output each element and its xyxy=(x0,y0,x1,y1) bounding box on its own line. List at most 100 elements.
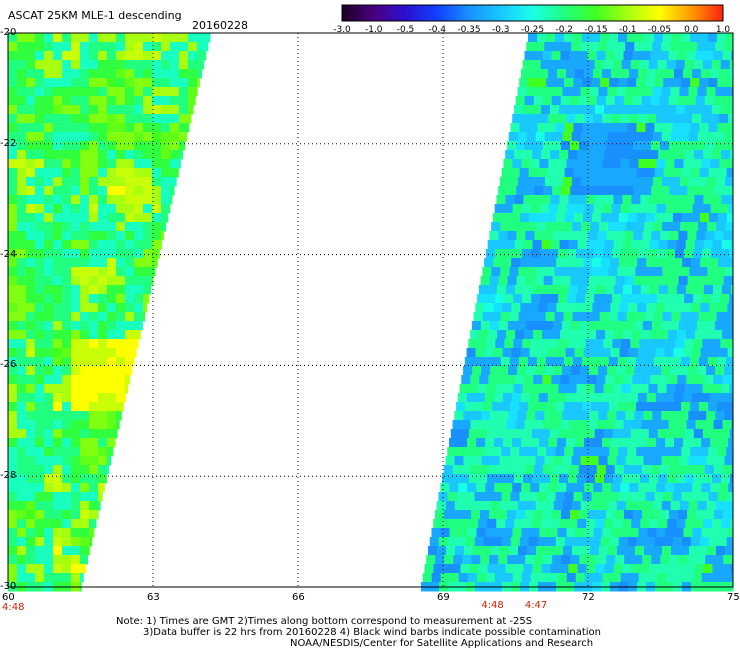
data-cell xyxy=(604,150,614,160)
colorbar-label: -0.2 xyxy=(555,25,574,35)
data-cell xyxy=(652,366,662,376)
data-cell xyxy=(44,357,54,367)
data-cell xyxy=(514,150,524,160)
data-cell xyxy=(507,231,517,241)
data-cell xyxy=(125,339,135,349)
data-cell xyxy=(507,510,517,520)
data-cell xyxy=(529,258,539,268)
data-cell xyxy=(125,195,135,205)
data-cell xyxy=(529,69,540,79)
data-cell xyxy=(17,231,27,241)
data-cell xyxy=(659,330,669,340)
data-cell xyxy=(594,429,605,439)
data-cell xyxy=(553,456,564,466)
data-cell xyxy=(89,69,99,79)
data-cell xyxy=(134,150,144,160)
data-cell xyxy=(537,402,547,412)
data-cell xyxy=(447,537,458,547)
data-cell xyxy=(584,438,594,448)
data-cell xyxy=(535,546,546,556)
data-cell xyxy=(564,33,574,43)
data-cell xyxy=(546,402,556,412)
data-cell xyxy=(621,429,632,439)
data-cell xyxy=(35,474,45,484)
data-cell xyxy=(442,564,452,574)
data-cell xyxy=(107,339,117,349)
data-cell xyxy=(650,330,660,340)
data-cell xyxy=(659,96,670,106)
data-cell xyxy=(26,411,36,421)
data-cell xyxy=(107,312,117,322)
data-cell xyxy=(71,357,81,367)
data-cell xyxy=(716,267,726,277)
data-cell xyxy=(709,258,719,268)
data-cell xyxy=(71,510,81,520)
data-cell xyxy=(26,528,36,538)
data-cell xyxy=(586,474,596,484)
data-cell xyxy=(53,132,63,142)
data-cell xyxy=(116,96,126,106)
data-cell xyxy=(669,321,680,331)
data-cell xyxy=(685,519,695,529)
data-cell xyxy=(668,51,678,61)
data-cell xyxy=(560,330,570,340)
data-cell xyxy=(653,267,663,277)
data-cell xyxy=(579,555,589,565)
data-cell xyxy=(134,240,144,250)
data-cell xyxy=(71,420,81,430)
data-cell xyxy=(17,132,27,142)
data-cell xyxy=(143,96,153,106)
data-cell xyxy=(546,78,556,88)
data-cell xyxy=(26,303,36,313)
data-cell xyxy=(479,465,490,475)
data-cell xyxy=(89,321,99,331)
data-cell xyxy=(71,87,81,97)
data-cell xyxy=(720,60,731,70)
data-cell xyxy=(8,177,18,187)
data-cell xyxy=(116,402,124,412)
data-cell xyxy=(44,519,54,529)
data-cell xyxy=(62,429,72,439)
data-cell xyxy=(17,447,27,457)
data-cell xyxy=(482,267,492,277)
data-cell xyxy=(125,321,135,331)
data-cell xyxy=(690,492,701,502)
data-cell xyxy=(35,510,45,520)
data-cell xyxy=(125,294,135,304)
data-cell xyxy=(656,483,666,493)
data-cell xyxy=(724,132,734,142)
data-cell xyxy=(661,546,672,556)
data-cell xyxy=(703,150,713,160)
data-cell xyxy=(447,492,458,502)
data-cell xyxy=(8,141,18,151)
data-cell xyxy=(560,420,571,430)
data-cell xyxy=(725,222,734,232)
data-cell xyxy=(197,69,203,79)
data-cell xyxy=(17,312,27,322)
data-cell xyxy=(712,150,722,160)
data-cell xyxy=(686,96,697,106)
data-cell xyxy=(598,177,609,187)
data-cell xyxy=(17,339,27,349)
data-cell xyxy=(630,384,641,394)
data-cell xyxy=(107,123,117,133)
data-cell xyxy=(650,51,660,61)
data-cell xyxy=(568,240,579,250)
data-cell xyxy=(679,42,689,52)
data-cell xyxy=(584,249,595,259)
data-cell xyxy=(188,96,196,106)
data-cell xyxy=(715,366,725,376)
data-cell xyxy=(44,312,54,322)
data-cell xyxy=(8,456,18,466)
colorbar-label: -0.4 xyxy=(428,25,447,35)
data-cell xyxy=(152,195,162,205)
data-cell xyxy=(480,510,490,520)
data-cell xyxy=(8,357,18,367)
data-cell xyxy=(26,564,36,574)
data-cell xyxy=(582,123,592,133)
data-cell xyxy=(98,375,108,385)
data-cell xyxy=(44,258,54,268)
data-cell xyxy=(683,204,694,214)
data-cell xyxy=(578,51,588,61)
